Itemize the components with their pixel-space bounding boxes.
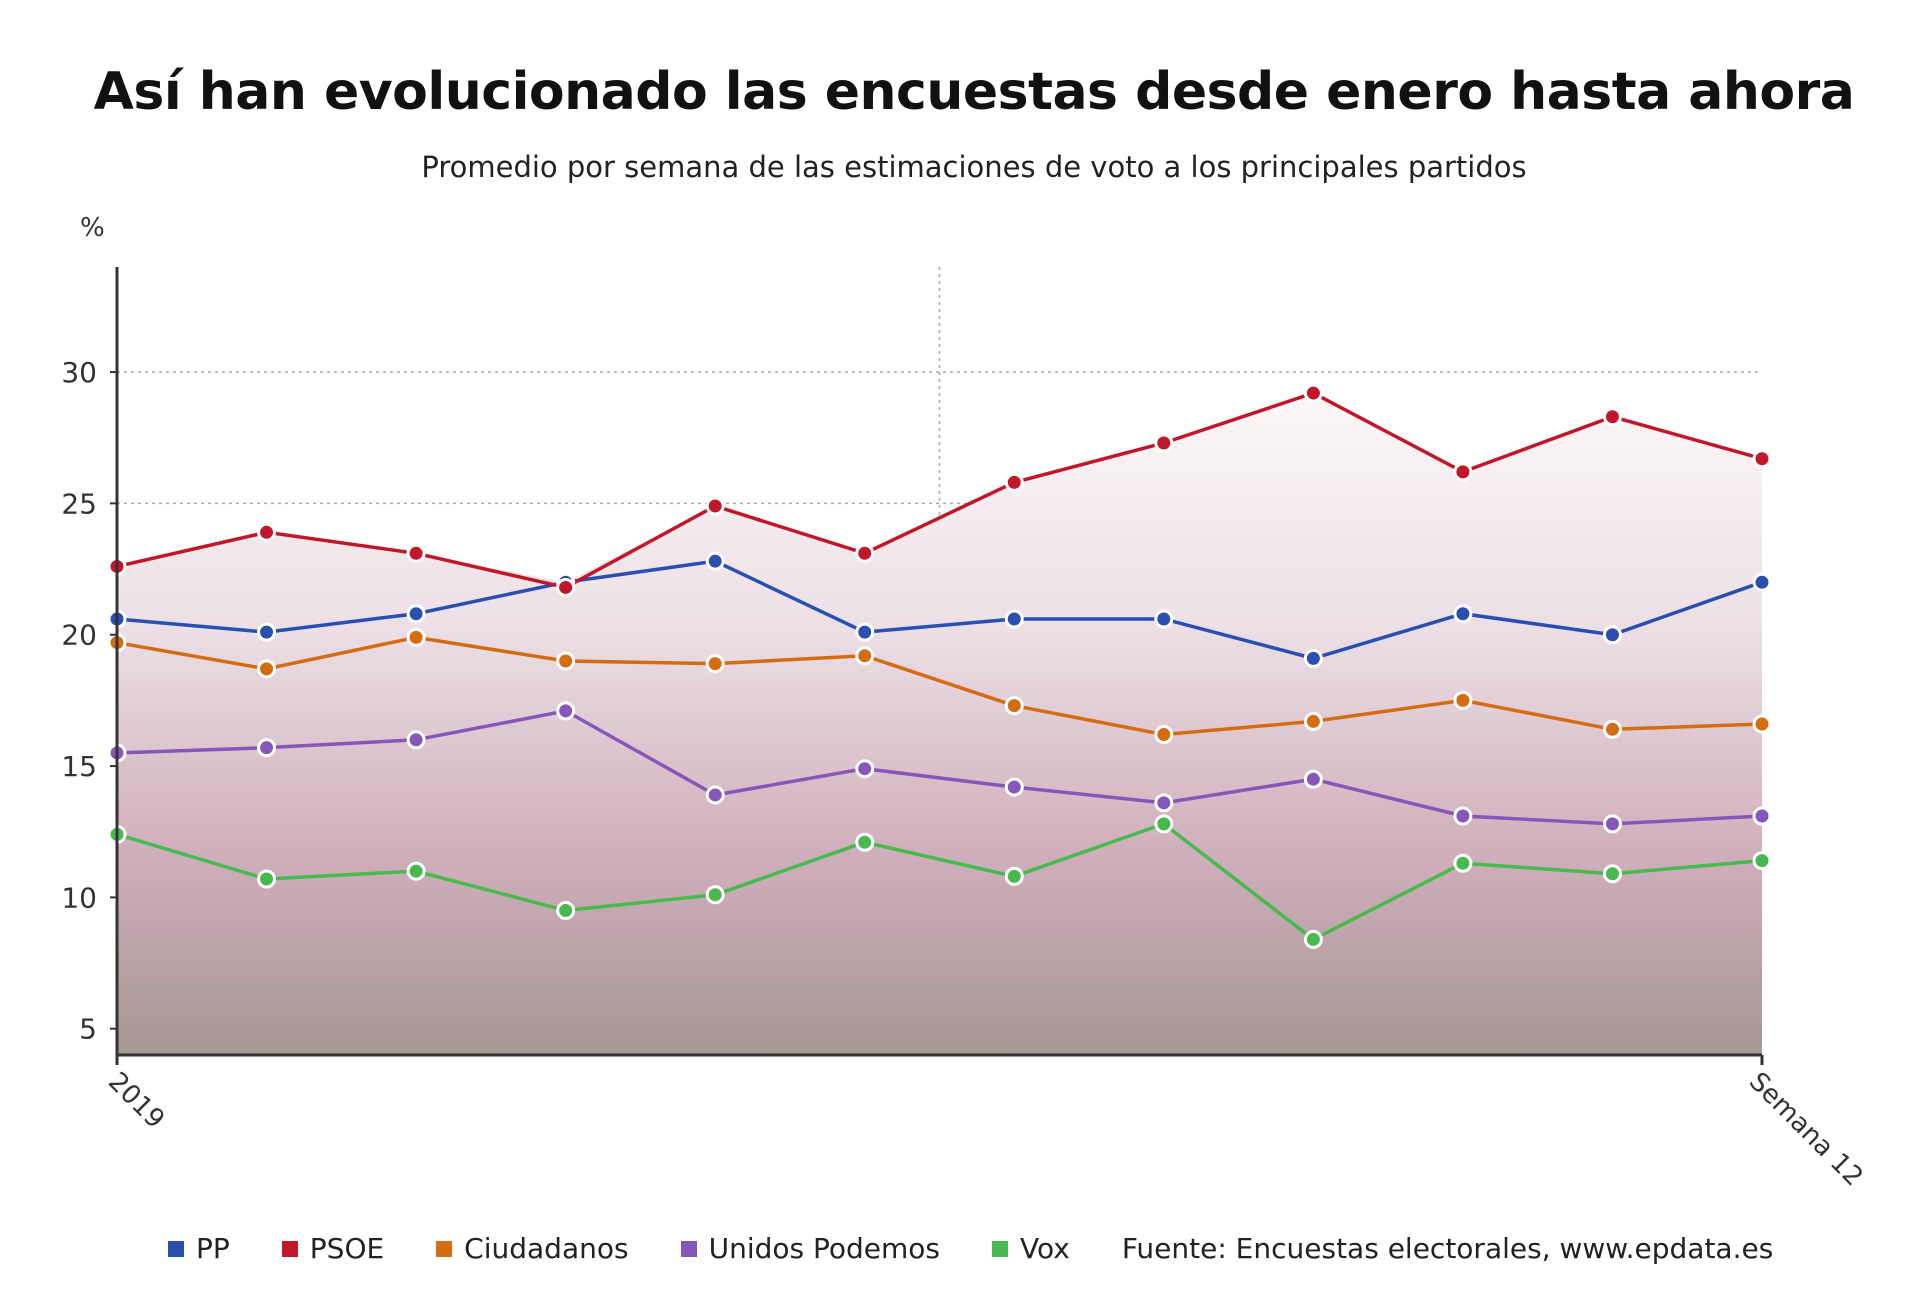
series-points-psoe bbox=[107, 383, 1772, 597]
data-point bbox=[1752, 714, 1772, 734]
data-point bbox=[855, 759, 875, 779]
legend-item-ciudadanos: Ciudadanos bbox=[436, 1232, 629, 1265]
source-note: Fuente: Encuestas electorales, www.epdat… bbox=[1122, 1232, 1773, 1265]
series-ciudadanos bbox=[116, 635, 1763, 737]
data-point bbox=[257, 522, 277, 542]
data-point bbox=[1453, 853, 1473, 873]
data-point bbox=[1602, 719, 1622, 739]
series-line bbox=[116, 709, 1763, 826]
data-point bbox=[1303, 929, 1323, 949]
data-point bbox=[705, 496, 725, 516]
legend-swatch bbox=[168, 1240, 184, 1257]
data-point bbox=[1602, 814, 1622, 834]
chart-subtitle: Promedio por semana de las estimaciones … bbox=[421, 150, 1527, 184]
series-psoe bbox=[116, 391, 1763, 590]
legend-label: PSOE bbox=[309, 1232, 385, 1265]
series-unidos-podemos bbox=[116, 709, 1763, 826]
data-point bbox=[406, 861, 426, 881]
data-point bbox=[257, 869, 277, 889]
data-point bbox=[1602, 407, 1622, 427]
data-point bbox=[1004, 777, 1024, 797]
y-tick-label: 15 bbox=[61, 750, 97, 783]
legend-label: PP bbox=[196, 1232, 230, 1265]
data-point bbox=[1752, 572, 1772, 592]
y-tick-label: 5 bbox=[79, 1013, 97, 1046]
data-point bbox=[1752, 851, 1772, 871]
series-pp bbox=[116, 559, 1763, 661]
data-point bbox=[556, 577, 576, 597]
data-point bbox=[1303, 711, 1323, 731]
data-point bbox=[1154, 725, 1174, 745]
data-point bbox=[705, 551, 725, 571]
data-point bbox=[1004, 472, 1024, 492]
data-point bbox=[257, 659, 277, 679]
data-point bbox=[1602, 864, 1622, 884]
data-point bbox=[1303, 383, 1323, 403]
legend-swatch bbox=[680, 1240, 697, 1257]
x-tick-label: Semana 12 bbox=[1743, 1067, 1869, 1193]
data-point bbox=[855, 543, 875, 563]
y-tick-label: 25 bbox=[61, 487, 97, 520]
data-point bbox=[1752, 449, 1772, 469]
data-point bbox=[855, 832, 875, 852]
data-point bbox=[556, 651, 576, 671]
data-point bbox=[1303, 648, 1323, 668]
data-point bbox=[855, 646, 875, 666]
data-point bbox=[406, 543, 426, 563]
series-points-unidos-podemos bbox=[107, 701, 1772, 834]
data-point bbox=[1453, 806, 1473, 826]
data-point bbox=[1154, 793, 1174, 813]
source-text: Fuente: Encuestas electorales, www.epdat… bbox=[1121, 1232, 1774, 1265]
data-point bbox=[406, 730, 426, 750]
data-point bbox=[1004, 866, 1024, 886]
legend-swatch bbox=[436, 1240, 453, 1257]
legend-item-unidos-podemos: Unidos Podemos bbox=[680, 1232, 941, 1265]
series-vox bbox=[116, 821, 1763, 942]
y-tick-label: 10 bbox=[61, 881, 97, 914]
legend-label: Ciudadanos bbox=[464, 1232, 629, 1265]
data-point bbox=[1602, 625, 1622, 645]
y-tick-label: 20 bbox=[61, 619, 97, 652]
data-point bbox=[556, 701, 576, 721]
legend-label: Vox bbox=[1020, 1232, 1070, 1265]
series-points-ciudadanos bbox=[107, 627, 1772, 745]
data-point bbox=[1154, 814, 1174, 834]
x-tick-label: 2019 bbox=[102, 1067, 170, 1135]
series-points-pp bbox=[107, 551, 1772, 668]
series-line bbox=[116, 821, 1763, 942]
legend-item-vox: Vox bbox=[992, 1232, 1070, 1265]
data-point bbox=[1154, 609, 1174, 629]
series-line bbox=[116, 391, 1763, 590]
y-tick-label: 30 bbox=[61, 356, 97, 389]
legend-swatch bbox=[281, 1240, 298, 1257]
data-point bbox=[705, 654, 725, 674]
data-point bbox=[406, 604, 426, 624]
data-point bbox=[257, 622, 277, 642]
data-point bbox=[1752, 806, 1772, 826]
data-point bbox=[1453, 604, 1473, 624]
data-point bbox=[1154, 433, 1174, 453]
data-point bbox=[1004, 696, 1024, 716]
chart-title: Así han evolucionado las encuestas desde… bbox=[93, 62, 1855, 122]
data-point bbox=[1453, 690, 1473, 710]
legend-label: Unidos Podemos bbox=[708, 1232, 941, 1265]
data-point bbox=[406, 627, 426, 647]
y-axis-label: % bbox=[80, 213, 105, 243]
legend: PP PSOE Ciudadanos Unidos Podemos Vox Fu… bbox=[168, 1232, 1825, 1265]
legend-item-psoe: PSOE bbox=[281, 1232, 385, 1265]
data-point bbox=[705, 785, 725, 805]
area-fill bbox=[117, 393, 1762, 1056]
data-point bbox=[556, 901, 576, 921]
data-point bbox=[1303, 769, 1323, 789]
legend-item-pp: PP bbox=[168, 1232, 230, 1265]
data-point bbox=[1004, 609, 1024, 629]
series-line bbox=[116, 559, 1763, 661]
legend-swatch bbox=[992, 1240, 1009, 1257]
series-line bbox=[116, 635, 1763, 737]
data-point bbox=[705, 885, 725, 905]
data-point bbox=[257, 738, 277, 758]
data-point bbox=[1453, 462, 1473, 482]
data-point bbox=[855, 622, 875, 642]
